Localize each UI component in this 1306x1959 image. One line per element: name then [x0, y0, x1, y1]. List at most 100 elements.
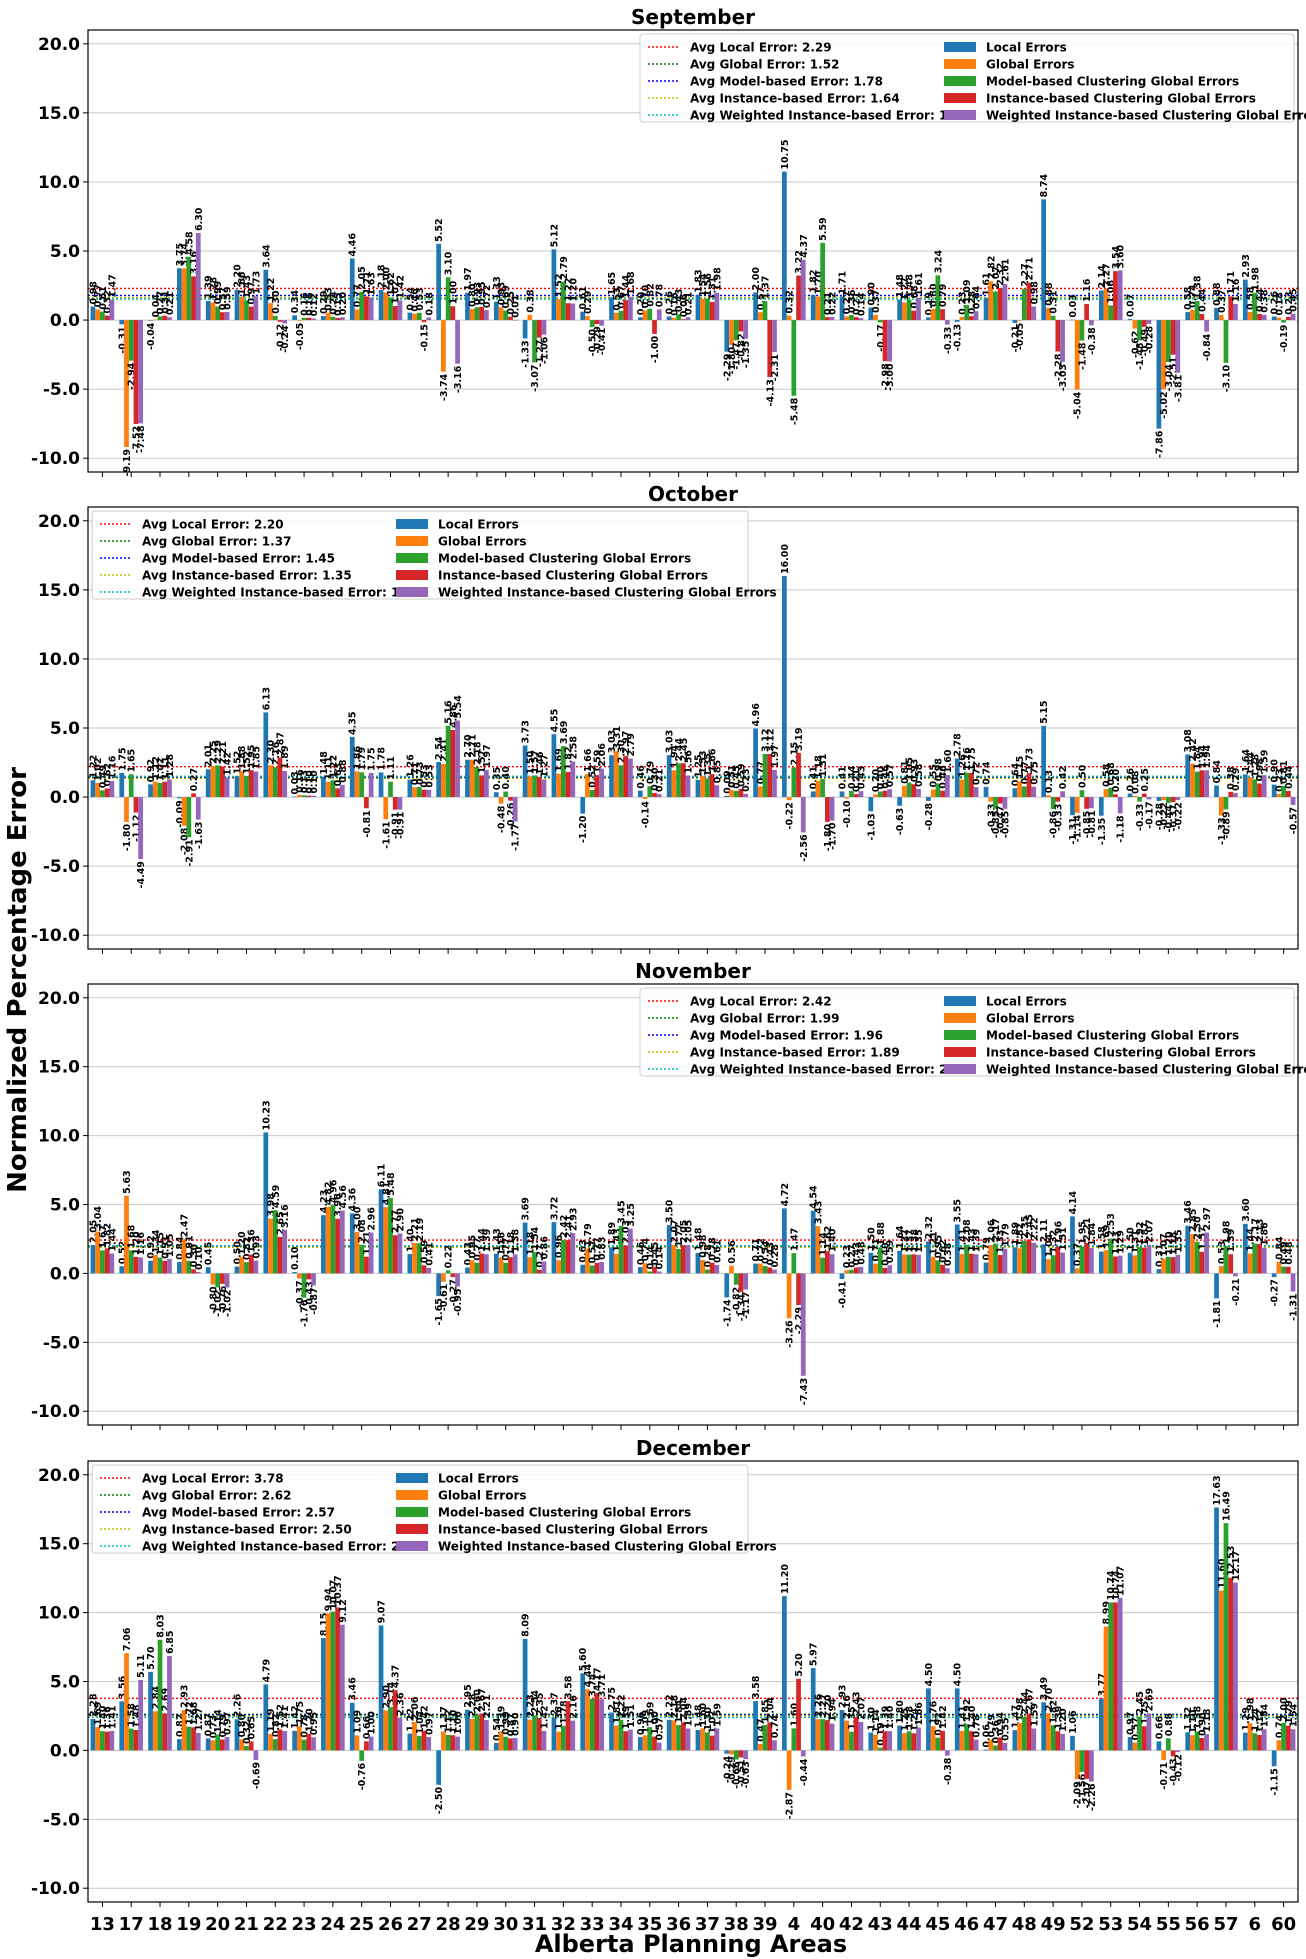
bar — [1055, 1731, 1061, 1751]
bar-value-label: 0.47 — [756, 1718, 767, 1741]
legend-series-swatch — [396, 1490, 428, 1500]
bar — [1228, 1254, 1234, 1274]
bar-value-label: 0.77 — [592, 1237, 603, 1260]
bar-value-label: 1.51 — [626, 1704, 637, 1727]
bar — [1084, 797, 1090, 809]
bar-value-label: 0.77 — [352, 284, 363, 307]
y-tick-label: 5.0 — [50, 1673, 80, 1693]
bar — [685, 1245, 691, 1274]
bar-value-label: 1.75 — [117, 747, 128, 770]
bar-value-label: -0.33 — [986, 804, 997, 831]
bar-value-label: -0.38 — [1087, 327, 1098, 355]
bar-value-label: 1.47 — [789, 1228, 800, 1251]
bar — [1012, 788, 1018, 798]
legend-series-label: Instance-based Clustering Global Errors — [438, 569, 708, 583]
bar-value-label: -1.02 — [213, 1289, 224, 1316]
bar — [536, 1718, 542, 1751]
bar — [1242, 279, 1248, 321]
bar-value-label: 0.37 — [1073, 1243, 1084, 1266]
bar — [465, 292, 470, 321]
bar — [177, 268, 182, 321]
bar — [220, 1273, 225, 1284]
bar — [1017, 1723, 1022, 1751]
bar — [1185, 1732, 1191, 1751]
bar — [695, 1730, 701, 1751]
bar — [887, 1731, 893, 1751]
bar-value-label: 3.16 — [280, 1204, 291, 1228]
bar-value-label: 10.07 — [328, 1580, 339, 1610]
bar — [873, 1734, 878, 1751]
bar — [800, 797, 806, 833]
bar-value-label: 2.93 — [180, 1685, 191, 1708]
bar — [930, 1256, 936, 1274]
bar-value-label: 0.32 — [785, 290, 796, 313]
bar — [1165, 1738, 1171, 1751]
bar-value-label: 2.85 — [1188, 1209, 1199, 1232]
bar-value-label: 2.00 — [751, 267, 762, 291]
bar — [527, 776, 533, 798]
bar-value-label: 0.97 — [223, 1712, 234, 1735]
bar-value-label: 0.44 — [1284, 765, 1295, 789]
bar — [676, 763, 681, 798]
bar-value-label: 1.82 — [809, 269, 820, 292]
bar-value-label: 3.03 — [665, 730, 676, 753]
legend-series-swatch — [944, 93, 976, 103]
bar-value-label: 2.78 — [953, 733, 964, 757]
legend-avg-label: Avg Model-based Error: 2.57 — [142, 1506, 335, 1520]
x-tick-label: 47 — [983, 1914, 1008, 1935]
bar — [536, 320, 542, 338]
bar-value-label: 3.74 — [180, 243, 191, 267]
bar — [767, 753, 773, 798]
bar — [671, 770, 677, 798]
bar — [339, 784, 345, 798]
bar — [700, 298, 706, 321]
bar — [536, 1269, 542, 1274]
x-tick-label: 42 — [839, 1914, 864, 1935]
bar — [292, 315, 297, 321]
bar — [191, 793, 196, 798]
bar-value-label: 2.27 — [818, 1694, 829, 1717]
bar — [993, 1243, 998, 1274]
bar — [954, 320, 960, 322]
bar — [1242, 774, 1248, 798]
bar — [997, 797, 1003, 804]
bar-value-label: -0.17 — [876, 324, 887, 351]
bar-value-label: 1.34 — [151, 1229, 162, 1253]
bar-value-label: 0.19 — [924, 292, 935, 315]
bar-value-label: 1.36 — [247, 1229, 258, 1253]
bar-value-label: 1.64 — [895, 1225, 906, 1249]
bar-value-label: 2.69 — [160, 1688, 171, 1711]
bar — [1084, 1242, 1090, 1274]
bar — [849, 315, 854, 321]
x-tick-label: 13 — [90, 1914, 115, 1935]
y-axis-label: Normalized Percentage Error — [3, 767, 33, 1193]
bar-value-label: 0.98 — [1255, 758, 1266, 782]
legend-series-swatch — [396, 553, 428, 563]
bar — [1017, 320, 1022, 321]
bar-value-label: 0.58 — [1246, 286, 1257, 310]
bar — [248, 306, 254, 321]
bar — [296, 1273, 302, 1279]
bar — [560, 746, 566, 798]
bar — [1199, 1251, 1205, 1274]
bar-value-label: -0.87 — [309, 1287, 320, 1314]
bar-value-label: 1.18 — [525, 1231, 536, 1255]
bar-value-label: 0.48 — [856, 1241, 867, 1265]
bar-value-label: 1.60 — [789, 1703, 800, 1727]
bar-value-label: -2.50 — [434, 1786, 445, 1814]
bar — [1261, 1729, 1267, 1751]
bar-value-label: 2.70 — [463, 734, 474, 758]
bar-value-label: 0.43 — [674, 289, 685, 312]
bar — [954, 1688, 960, 1751]
bar-value-label: 0.46 — [636, 1241, 647, 1265]
chart-title: December — [636, 1436, 750, 1460]
bar-value-label: 6.13 — [261, 687, 272, 710]
x-tick-label: 28 — [436, 1914, 461, 1935]
bar-value-label: 0.72 — [756, 1238, 767, 1261]
bar-value-label: 2.70 — [1044, 1687, 1055, 1711]
bar — [354, 309, 360, 321]
bar — [815, 1226, 821, 1274]
bar-value-label: 0.23 — [1284, 291, 1295, 314]
bar-value-label: -1.31 — [1068, 817, 1079, 844]
bar — [666, 1719, 672, 1751]
